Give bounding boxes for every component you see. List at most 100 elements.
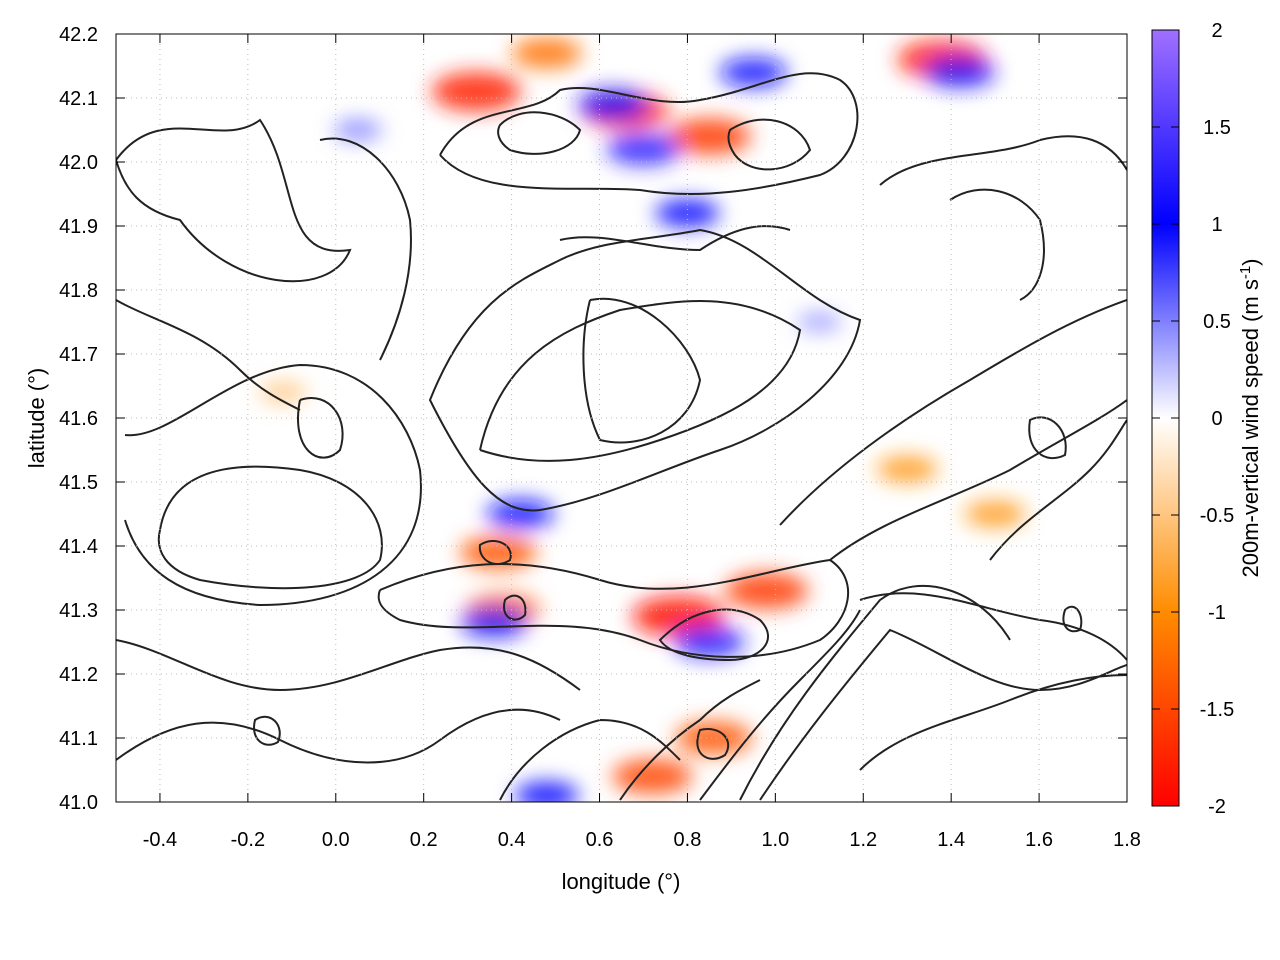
contour-line (157, 465, 383, 590)
colorbar-title-sup: -1 (1237, 266, 1254, 279)
y-tick-label: 42.1 (59, 88, 98, 110)
y-tick-label: 41.6 (59, 408, 98, 430)
contour-line (829, 399, 1127, 561)
contour-line (699, 609, 861, 801)
heat-blob (259, 381, 308, 403)
y-tick-label: 42.2 (59, 24, 98, 46)
heat-blob (486, 499, 554, 529)
heat-blob (333, 119, 382, 141)
grid-lines (116, 34, 1127, 802)
x-tick-label: -0.2 (231, 829, 265, 851)
plot-area (115, 33, 1128, 803)
colorbar-tick-label: -0.5 (1200, 505, 1234, 527)
contour-line (499, 718, 681, 801)
heat-blob (667, 118, 752, 155)
contour-line (297, 397, 344, 459)
heat-blob (431, 72, 522, 112)
heat-blob (674, 626, 745, 658)
contour-line (116, 118, 352, 283)
y-tick-label: 41.7 (59, 344, 98, 366)
colorbar-tick-label: 1.5 (1203, 117, 1231, 139)
y-tick-label: 41.8 (59, 280, 98, 302)
x-tick-label: 1.6 (1025, 829, 1053, 851)
contour-line (319, 137, 412, 361)
colorbar-tick-label: -2 (1208, 796, 1226, 818)
contour-line (439, 72, 859, 196)
colorbar-tick-label: -1.5 (1200, 699, 1234, 721)
contour-line (253, 715, 281, 746)
heat-blob (460, 535, 537, 570)
colorbar-tick-label: 0.5 (1203, 311, 1231, 333)
contour-line (1028, 416, 1067, 460)
colorbar-ticks: -2 -1.5 -1 -0.5 0 0.5 1 1.5 2 (1152, 20, 1234, 818)
contour-line (696, 728, 730, 760)
contour-line (949, 188, 1045, 301)
contour-line (503, 594, 527, 621)
colorbar-tick-label: 0 (1211, 408, 1222, 430)
y-tick-label: 41.2 (59, 664, 98, 686)
contour-line (116, 639, 581, 692)
colorbar-tick-label: 1 (1211, 214, 1222, 236)
heat-blob (577, 89, 648, 120)
y-tick-label: 41.0 (59, 792, 98, 814)
colorbar: -2 -1.5 -1 -0.5 0 0.5 1 1.5 2 200m-vertical wind… (1151, 20, 1264, 818)
x-tick-label: 0.2 (410, 829, 438, 851)
heat-blob (655, 199, 720, 228)
y-tick-label: 41.1 (59, 728, 98, 750)
heat-blob (924, 57, 996, 88)
y-tick-label: 41.5 (59, 472, 98, 494)
y-tick-label: 41.9 (59, 216, 98, 238)
contour-line (116, 299, 301, 411)
colorbar-title: 200m-vertical wind speed (m s-1) (1237, 258, 1264, 577)
heat-blob (460, 608, 528, 638)
contour-line (428, 228, 862, 512)
contour-line (619, 679, 761, 801)
y-axis-title: latitude (°) (24, 368, 49, 469)
y-tick-label: 41.3 (59, 600, 98, 622)
heatmap-field (259, 37, 1026, 802)
contour-line (727, 118, 812, 171)
contour-line (582, 297, 702, 444)
x-tick-label: 0.0 (322, 829, 350, 851)
contour-line (124, 363, 422, 607)
contour-line (859, 592, 1127, 661)
contour-line (377, 558, 849, 658)
contour-line (779, 299, 1127, 526)
heat-blob (964, 500, 1026, 528)
y-tick-label: 41.4 (59, 536, 98, 558)
axis-tick-marks (116, 33, 1128, 803)
x-tick-label: 0.4 (498, 829, 526, 851)
contour-line (1062, 605, 1083, 633)
colorbar-tick-label: 2 (1211, 20, 1222, 42)
contour-line (478, 540, 512, 565)
contour-line (497, 111, 582, 155)
heat-blob (632, 596, 726, 637)
heat-blob (796, 312, 842, 332)
terrain-contours (116, 72, 1127, 801)
heat-blob (612, 758, 693, 794)
heat-blob (876, 455, 938, 483)
x-tick-label: 0.6 (586, 829, 614, 851)
x-tick-label: 1.2 (849, 829, 877, 851)
x-tick-label: 1.4 (937, 829, 965, 851)
heat-blob (511, 37, 582, 69)
heat-blob (675, 721, 753, 755)
y-tick-labels: 41.0 41.1 41.2 41.3 41.4 41.5 41.6 41.7 41.8 41.9… (59, 24, 98, 814)
contour-line (116, 708, 561, 764)
x-tick-label: 0.8 (674, 829, 702, 851)
colorbar-title-end: ) (1238, 258, 1263, 265)
contour-line (739, 585, 1011, 801)
colorbar-tick-label: -1 (1208, 602, 1226, 624)
heat-blob (514, 781, 579, 802)
colorbar-title-main: 200m-vertical wind speed (m s (1238, 279, 1263, 577)
x-tick-label: 1.8 (1113, 829, 1141, 851)
contour-line (989, 419, 1127, 561)
y-tick-label: 42.0 (59, 152, 98, 174)
heat-blob (606, 133, 681, 166)
heat-blob (719, 57, 787, 88)
contour-line (559, 225, 791, 252)
contour-line (879, 135, 1127, 186)
x-tick-labels: -0.4 -0.2 0.0 0.2 0.4 0.6 0.8 1.0 1.2 1.4 1.6 1.8 (143, 829, 1141, 851)
contour-line (479, 300, 802, 462)
